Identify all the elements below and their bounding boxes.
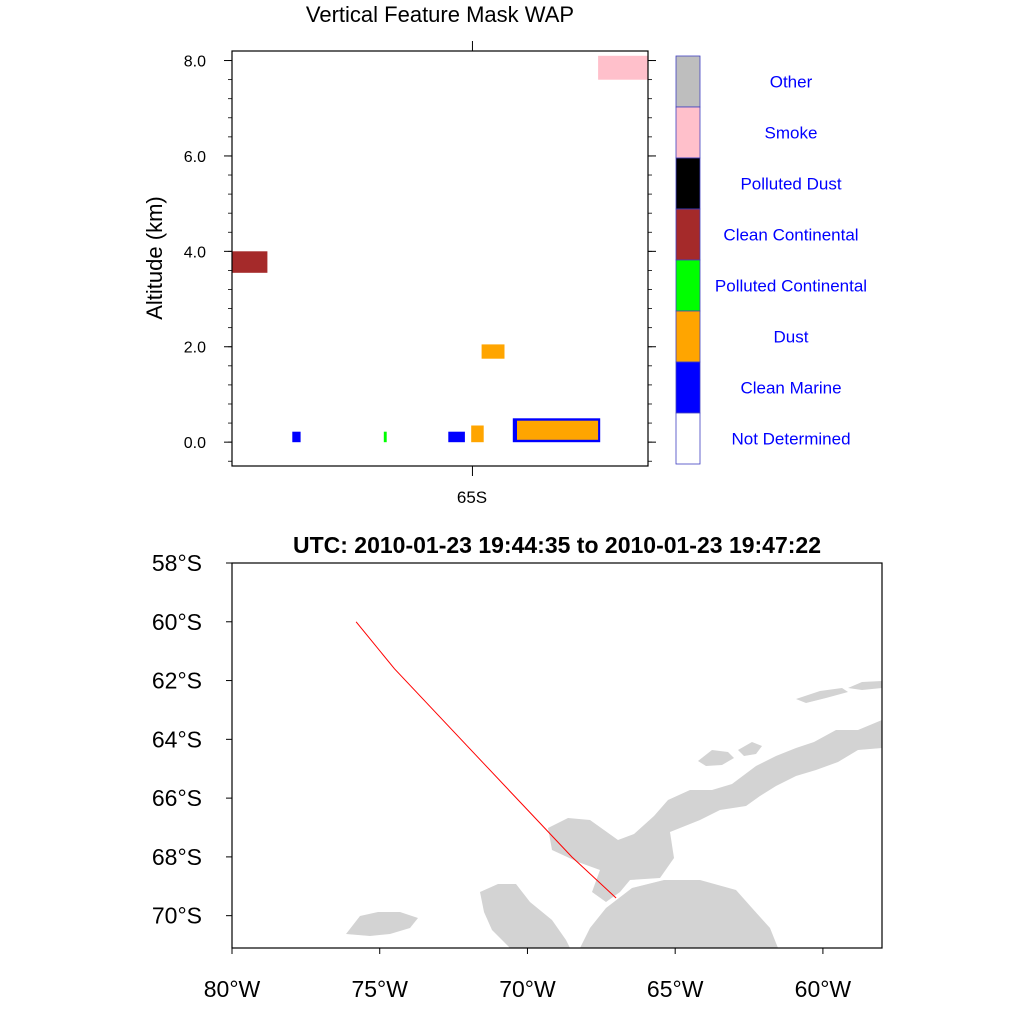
vfm-y-tick-label: 8.0 [184,54,206,71]
legend-label: Smoke [765,124,818,143]
vfm-x-tick-label: 65S [457,488,487,507]
legend-swatch-dust [675,310,701,363]
legend-label: Dust [774,328,809,347]
vfm-feature-clean-marine [292,431,301,443]
vfm-feature-smoke [598,55,648,80]
land-south-shetland-islands [848,681,882,690]
land-island-b [698,750,734,766]
map-y-tick-label: 64°S [152,726,202,752]
map-panel: UTC: 2010-01-23 19:44:35 to 2010-01-23 1… [152,532,883,1002]
vfm-feature-layer [232,55,648,443]
vfm-feature-polluted-continental [383,431,387,443]
land-island-c [738,742,762,756]
land-alexander-island [480,884,570,948]
land-island-a [796,688,848,703]
vfm-plot-frame [231,50,649,467]
map-x-tick-label: 65°W [647,976,704,1002]
map-y-tick-label: 58°S [152,550,202,576]
legend-swatch-clean-continental [675,208,701,261]
vfm-y-tick-label: 2.0 [184,340,206,357]
map-axes: 80°W 75°W 70°W 65°W 60°W 58°S 60°S 62°S 64°S 66°S… [152,550,852,1002]
legend-label: Not Determined [731,430,850,449]
map-x-tick-label: 75°W [351,976,408,1002]
map-y-tick-label: 68°S [152,844,202,870]
land-coast-south [580,880,778,948]
map-y-tick-label: 62°S [152,668,202,694]
vfm-title: Vertical Feature Mask WAP [306,2,574,27]
vfm-ylabel: Altitude (km) [142,196,167,319]
map-y-tick-label: 60°S [152,609,202,635]
legend-swatch-smoke [675,106,701,159]
map-y-tick-label: 70°S [152,903,202,929]
legend-label: Polluted Dust [740,175,841,194]
vfm-y-tick-label: 0.0 [184,435,206,452]
map-title: UTC: 2010-01-23 19:44:35 to 2010-01-23 1… [293,532,821,558]
legend-swatch-not-determined [675,412,701,465]
map-y-tick-label: 66°S [152,785,202,811]
legend-swatch-polluted-continental [675,259,701,312]
vfm-feature-dust [481,344,505,359]
vfm-feature-clean-marine [448,431,465,443]
legend-label: Clean Continental [723,226,858,245]
land-small-island-west [346,912,418,936]
legend-swatch-clean-marine [675,361,701,414]
legend-swatch-other [675,55,701,108]
land-masses [346,681,882,948]
vfm-y-tick-label: 6.0 [184,149,206,166]
satellite-ground-track [355,621,617,899]
vfm-y-tick-label: 4.0 [184,244,206,261]
vfm-feature-clean-continental [232,251,268,273]
map-x-tick-label: 80°W [204,976,261,1002]
vfm-axes: 0.0 2.0 4.0 6.0 8.0 [184,41,656,476]
vfm-feature-dust [517,420,599,440]
legend-label: Clean Marine [740,379,841,398]
legend-label: Polluted Continental [715,277,867,296]
vfm-feature-dust [471,425,484,443]
vertical-feature-mask-panel: Vertical Feature Mask WAP 0.0 2.0 4.0 6.0 8.… [142,2,867,507]
map-x-tick-label: 60°W [795,976,852,1002]
land-antarctic-peninsula [548,720,882,902]
map-x-tick-label: 70°W [499,976,556,1002]
legend-swatch-polluted-dust [675,157,701,210]
vfm-legend: Other Smoke Polluted Dust Clean Continental… [675,55,867,465]
map-plot-frame [231,562,883,949]
legend-label: Other [770,73,813,92]
